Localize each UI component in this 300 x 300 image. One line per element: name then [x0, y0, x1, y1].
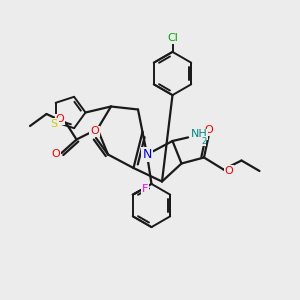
- Text: S: S: [51, 119, 58, 129]
- Text: Cl: Cl: [167, 33, 178, 43]
- Text: O: O: [56, 114, 64, 124]
- Text: NH: NH: [191, 129, 208, 140]
- Text: O: O: [204, 125, 213, 135]
- Text: N: N: [142, 148, 152, 161]
- Text: O: O: [52, 149, 61, 160]
- Text: 2: 2: [201, 136, 206, 146]
- Text: O: O: [224, 166, 233, 176]
- Text: F: F: [142, 184, 148, 194]
- Text: O: O: [90, 126, 99, 136]
